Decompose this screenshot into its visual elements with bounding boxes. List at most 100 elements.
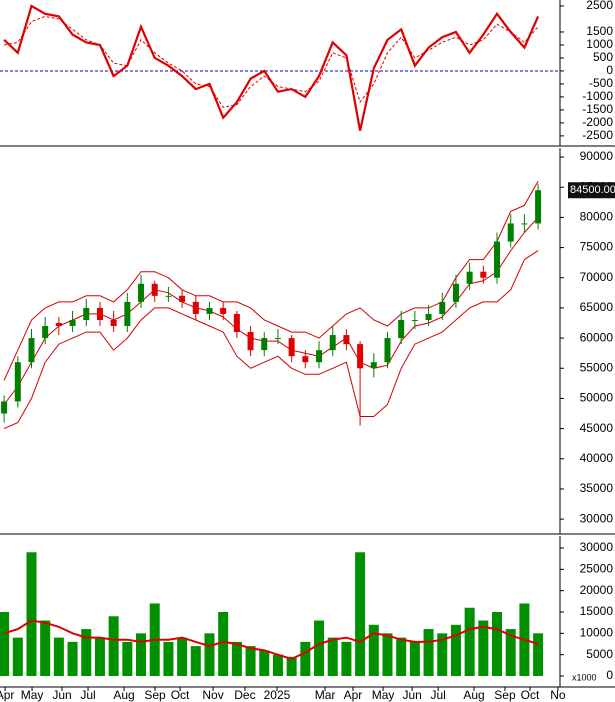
y-tick-label: -500 (589, 76, 613, 90)
volume-bar (437, 633, 448, 677)
y-tick-label: 35000 (580, 481, 614, 495)
candle-body (233, 313, 240, 333)
y-tick-label: -1500 (582, 102, 613, 116)
candle-body (1, 401, 8, 414)
candle-body (124, 301, 131, 327)
candle-body (384, 338, 391, 363)
volume-bar (177, 637, 188, 677)
volume-bar (272, 654, 283, 677)
candle-body (521, 223, 528, 225)
volume-bar (355, 552, 366, 677)
y-tick-label: 0 (606, 63, 613, 77)
candle-body (466, 271, 473, 284)
y-tick-label: 10000 (580, 626, 614, 640)
candle-body (398, 319, 405, 339)
candle-body (357, 344, 364, 369)
volume-bar (464, 607, 475, 677)
volume-bar (341, 641, 352, 677)
y-tick-label: 75000 (580, 240, 614, 254)
x-tick-label: Nov (202, 688, 223, 702)
candle-body (411, 319, 418, 321)
last-price-box (568, 182, 615, 199)
y-tick-label: -1000 (582, 89, 613, 103)
y-tick-label: 40000 (580, 451, 614, 465)
volume-bar (396, 637, 407, 677)
volume-bar (40, 620, 51, 677)
candle-body (220, 307, 227, 314)
candle-body (28, 338, 35, 363)
y-tick-label: 1500 (586, 24, 613, 38)
x-tick-label: Sep (144, 688, 166, 702)
x-tick-label: Jul (430, 688, 445, 702)
volume-bar (122, 641, 133, 677)
x-tick-label: Jun (52, 688, 71, 702)
x-tick-label: Sep (494, 688, 516, 702)
y-tick-label: 25000 (580, 562, 614, 576)
volume-bar (450, 624, 461, 677)
candle-body (14, 362, 21, 402)
x-tick-label: Aug (113, 688, 134, 702)
band-line (3, 250, 539, 430)
x-tick-label: Oct (521, 688, 540, 702)
candle-body (494, 241, 501, 278)
candle-body (110, 319, 117, 327)
y-tick-label: 90000 (580, 149, 614, 163)
volume-bar (314, 620, 325, 677)
candle-body (138, 283, 145, 302)
candle-body (261, 338, 268, 351)
x-tick-label: Oct (171, 688, 190, 702)
x-tick-label: May (372, 688, 395, 702)
candle-body (206, 307, 213, 314)
volume-bar (163, 641, 174, 677)
volume-bar (492, 612, 503, 677)
y-tick-label: 0 (606, 668, 613, 682)
x-tick-label: Aug (463, 688, 484, 702)
volume-bar (204, 633, 215, 677)
candle-body (329, 335, 336, 351)
y-tick-label: 45000 (580, 421, 614, 435)
x-tick-label: 2025 (264, 688, 291, 702)
x-tick-label: Mar (315, 688, 336, 702)
candle-body (439, 301, 446, 314)
oscillator-line (4, 15, 539, 108)
y-tick-label: 30000 (580, 511, 614, 525)
volume-bar (259, 650, 270, 677)
volume-bar (136, 633, 147, 677)
candle-body (535, 190, 542, 224)
volume-bar (505, 629, 516, 677)
candle-body (55, 323, 62, 327)
candle-body (425, 313, 432, 320)
candle-body (192, 301, 199, 314)
y-tick-label: 5000 (586, 647, 613, 661)
volume-bar (286, 656, 297, 677)
x-tick-label: Dec (234, 688, 255, 702)
candle-body (83, 307, 90, 320)
candle-body (179, 295, 186, 302)
volume-bar (26, 552, 37, 677)
candle-body (165, 295, 172, 297)
volume-bar (245, 646, 256, 677)
band-line (3, 217, 539, 405)
y-tick-label: 55000 (580, 360, 614, 374)
last-price-label: 84500.00 (570, 184, 615, 196)
y-tick-label: 30000 (580, 540, 614, 554)
volume-bar (327, 637, 338, 677)
band-line (3, 180, 539, 381)
y-tick-label: 1000 (586, 37, 613, 51)
y-tick-label: 80000 (580, 210, 614, 224)
x-tick-label: Apr (0, 688, 14, 702)
candle-body (42, 326, 49, 339)
volume-bar (231, 641, 242, 677)
candle-body (452, 283, 459, 302)
volume-bar (190, 646, 201, 677)
candle-body (288, 338, 295, 357)
candle-body (507, 223, 514, 242)
volume-bar (368, 624, 379, 677)
volume-bar (94, 637, 105, 677)
y-tick-label: -2000 (582, 115, 613, 129)
x-tick-label: Jul (80, 688, 95, 702)
candle-body (69, 319, 76, 327)
volume-bar (218, 612, 229, 677)
